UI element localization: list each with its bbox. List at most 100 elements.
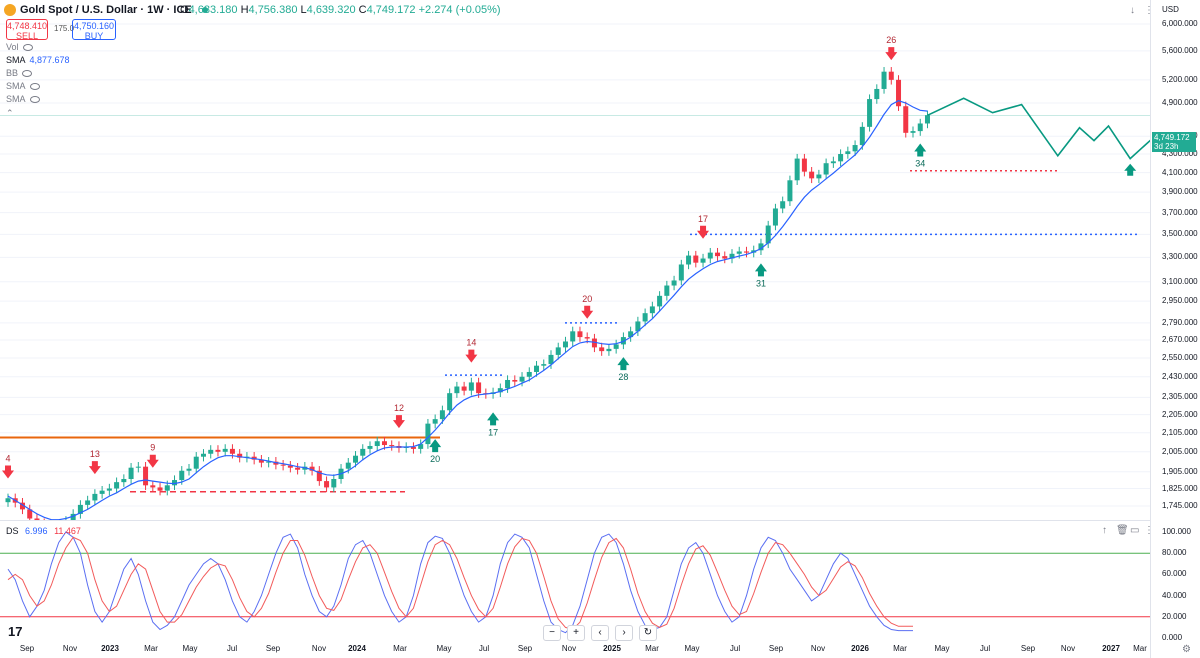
- price-tick-label: 2,950.000: [1162, 296, 1198, 306]
- indicator-name: SMA: [6, 94, 26, 104]
- osc-tick-label: 80.000: [1162, 548, 1187, 558]
- buy-signal-label: 20: [430, 454, 440, 464]
- candle: [613, 344, 619, 349]
- indicator-bb[interactable]: BB: [6, 68, 33, 78]
- trash-icon[interactable]: 🗑: [1116, 525, 1129, 536]
- more-icon[interactable]: ⋮: [1144, 5, 1154, 16]
- eye-icon[interactable]: [22, 69, 33, 77]
- arrow-up-icon[interactable]: ↑: [1102, 525, 1107, 536]
- candle: [193, 456, 199, 469]
- sell-button[interactable]: 4,748.410 SELL: [6, 19, 48, 41]
- candle: [649, 306, 655, 314]
- time-tick-label: Jul: [979, 644, 991, 653]
- candle: [678, 264, 684, 281]
- chevron-down-icon[interactable]: ↓: [1130, 5, 1135, 16]
- time-tick-label: 2024: [348, 644, 366, 653]
- indicator-name: SMA: [6, 55, 26, 65]
- indicator-name: SMA: [6, 81, 26, 91]
- candle: [917, 123, 923, 132]
- candle: [172, 480, 178, 486]
- sell-signal-label: 13: [90, 449, 100, 459]
- candle: [85, 500, 91, 505]
- market-open-icon: [201, 7, 208, 13]
- last-price-tag: 4,749.172 3d 23h: [1152, 132, 1196, 152]
- candle: [505, 379, 511, 389]
- scroll-right-button[interactable]: ›: [615, 625, 633, 641]
- candle: [360, 448, 366, 456]
- close-value: 4,749.172: [366, 4, 416, 16]
- sell-signal-arrow: [392, 415, 405, 429]
- settings-icon[interactable]: ⚙: [1182, 644, 1191, 655]
- symbol-info[interactable]: Gold Spot / U.S. Dollar · 1W · ICE: [4, 0, 208, 20]
- candle: [19, 502, 25, 510]
- buy-signal-label: 17: [488, 427, 498, 437]
- ohlc-values: O4,683.180 H4,756.380 L4,639.320 C4,749.…: [180, 0, 501, 20]
- oscillator-pane[interactable]: [0, 520, 1150, 645]
- time-tick-label: Jul: [729, 644, 741, 653]
- projection-path: [927, 97, 1150, 160]
- osc-k-line: [7, 531, 913, 634]
- candle: [780, 201, 786, 209]
- price-tick-label: 3,100.000: [1162, 276, 1198, 286]
- candle: [157, 487, 163, 491]
- candle: [606, 348, 612, 352]
- price-chart[interactable]: 4 13 9 12 20 14 17 20 28 17 31 26 34: [0, 0, 1150, 520]
- buy-signal-arrow: [487, 412, 500, 426]
- candle: [258, 459, 264, 463]
- time-tick-label: 2023: [101, 644, 119, 653]
- chevron-up-icon[interactable]: ⌃: [6, 108, 14, 118]
- candle: [439, 410, 445, 420]
- eye-icon[interactable]: [22, 43, 33, 51]
- candle: [570, 331, 576, 342]
- price-tick-label: 4,300.000: [1162, 149, 1198, 159]
- eye-icon[interactable]: [29, 82, 40, 90]
- zoom-in-button[interactable]: +: [567, 625, 585, 641]
- maximize-icon[interactable]: ▭: [1130, 525, 1140, 536]
- time-tick-label: Mar: [893, 644, 907, 653]
- symbol-title[interactable]: Gold Spot / U.S. Dollar · 1W · ICE: [20, 4, 192, 16]
- osc-tick-label: 60.000: [1162, 569, 1187, 579]
- time-tick-label: Nov: [561, 644, 577, 653]
- price-tick-label: 5,600.000: [1162, 45, 1198, 55]
- candle: [548, 354, 554, 365]
- candle: [164, 485, 170, 491]
- eye-icon[interactable]: [29, 95, 40, 103]
- collapse-indicators[interactable]: ⌃: [6, 108, 14, 119]
- open-label: O: [180, 4, 189, 16]
- candle: [367, 445, 373, 449]
- candle: [34, 518, 40, 520]
- time-tick-label: 2025: [603, 644, 621, 653]
- indicator-sma-2[interactable]: SMA: [6, 81, 40, 91]
- osc-tick-label: 100.000: [1162, 527, 1191, 536]
- more-icon[interactable]: ⋮: [1144, 525, 1154, 536]
- sell-signal-arrow: [146, 454, 159, 468]
- indicator-sma[interactable]: SMA 4,877.678: [6, 55, 70, 65]
- indicator-sma-3[interactable]: SMA: [6, 94, 40, 104]
- candle: [410, 446, 416, 449]
- indicator-vol[interactable]: Vol: [6, 42, 33, 52]
- scroll-left-button[interactable]: ‹: [591, 625, 609, 641]
- candle: [591, 338, 597, 348]
- candle: [150, 485, 156, 488]
- price-axis[interactable]: [1150, 0, 1200, 658]
- candle: [99, 490, 105, 494]
- currency-label[interactable]: USD: [1162, 5, 1179, 14]
- sma-value: 4,877.678: [29, 55, 70, 65]
- price-tick-label: 4,900.000: [1162, 98, 1198, 108]
- sell-signal-label: 17: [698, 214, 708, 224]
- candle: [859, 126, 865, 146]
- candle: [830, 161, 836, 164]
- reset-chart-button[interactable]: ↻: [639, 625, 657, 641]
- last-price: 4,749.172: [1154, 133, 1190, 142]
- tradingview-logo-icon[interactable]: 17: [8, 624, 23, 639]
- time-tick-label: May: [182, 644, 198, 653]
- candle: [519, 376, 525, 382]
- zoom-out-button[interactable]: −: [543, 625, 561, 641]
- sell-signal-label: 4: [5, 454, 10, 464]
- change-value: +2.274 (+0.05%): [418, 4, 501, 16]
- buy-button[interactable]: 4,750.160 BUY: [72, 19, 116, 41]
- candle: [620, 337, 626, 345]
- oscillator-legend[interactable]: DS 6.996 11.467: [6, 526, 81, 536]
- buy-label: BUY: [84, 31, 104, 41]
